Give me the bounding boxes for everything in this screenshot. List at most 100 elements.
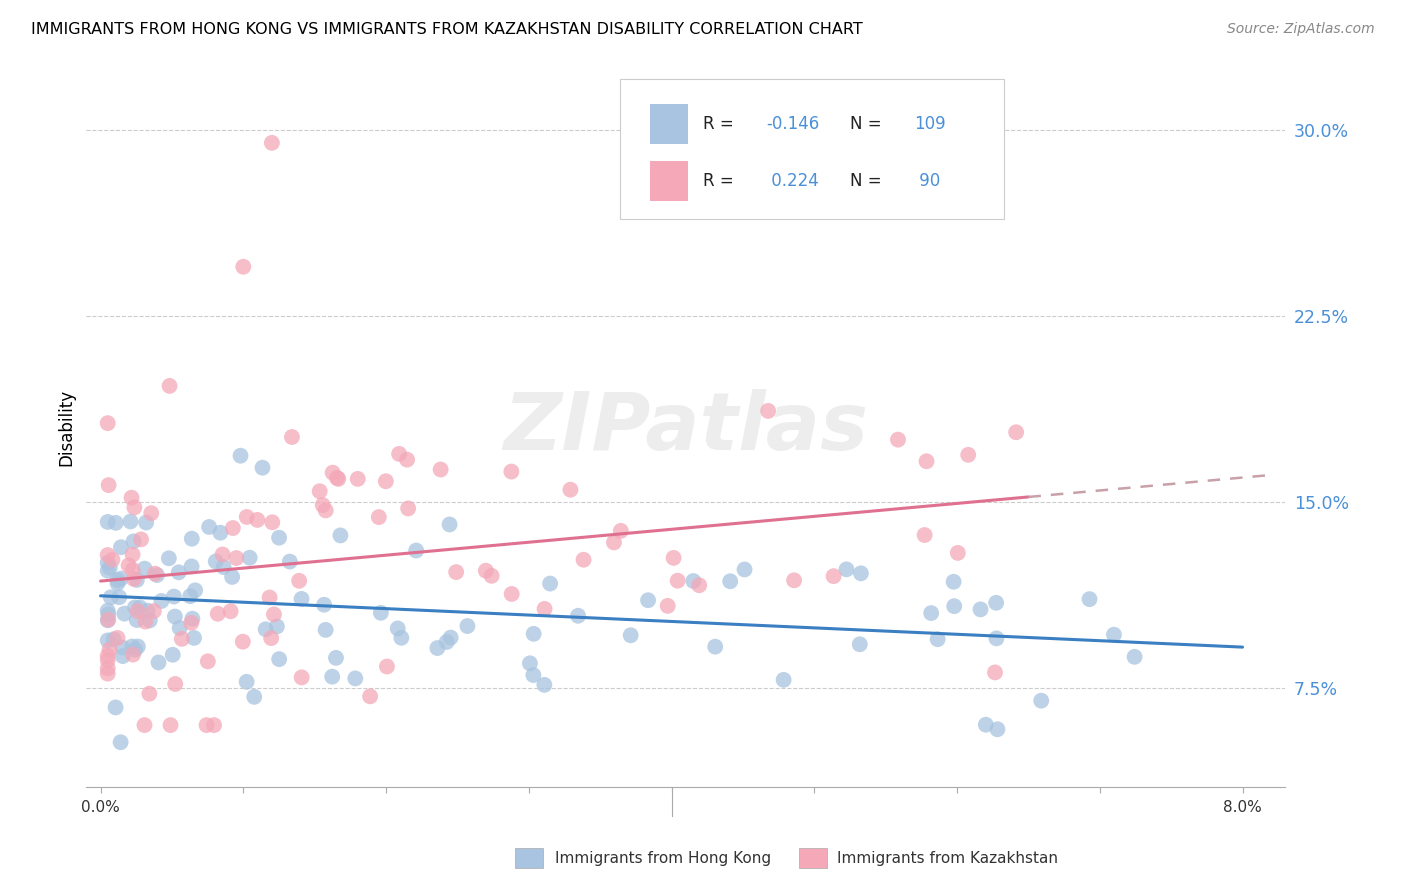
Point bbox=[150, 594, 173, 608]
Point bbox=[107, 631, 129, 645]
Point bbox=[179, 589, 201, 603]
Point bbox=[142, 604, 165, 618]
Point bbox=[97, 478, 120, 492]
Point bbox=[329, 528, 352, 542]
Point bbox=[346, 472, 368, 486]
Point bbox=[823, 569, 845, 583]
Point bbox=[314, 598, 336, 612]
Point bbox=[396, 452, 419, 467]
Point bbox=[657, 599, 679, 613]
Point bbox=[440, 631, 463, 645]
Point bbox=[325, 651, 347, 665]
Y-axis label: Disability: Disability bbox=[58, 389, 75, 467]
Point bbox=[269, 652, 291, 666]
Point bbox=[129, 533, 152, 547]
Point bbox=[396, 501, 419, 516]
Point bbox=[97, 648, 120, 663]
Point bbox=[278, 555, 301, 569]
Point bbox=[308, 484, 330, 499]
Point bbox=[107, 576, 129, 591]
Text: R =: R = bbox=[703, 115, 738, 133]
Point bbox=[124, 600, 146, 615]
Point bbox=[243, 690, 266, 704]
Point bbox=[159, 718, 181, 732]
Point bbox=[239, 550, 262, 565]
Point bbox=[163, 590, 186, 604]
Point bbox=[942, 574, 965, 589]
Point bbox=[163, 609, 186, 624]
Point bbox=[1102, 628, 1125, 642]
Point bbox=[439, 517, 461, 532]
Point bbox=[127, 640, 149, 654]
Point bbox=[135, 516, 157, 530]
Point bbox=[202, 718, 225, 732]
Point bbox=[637, 593, 659, 607]
Point bbox=[984, 665, 1007, 680]
Point bbox=[835, 562, 858, 576]
Point bbox=[481, 569, 503, 583]
Point bbox=[572, 553, 595, 567]
Point bbox=[235, 674, 257, 689]
Point bbox=[914, 528, 936, 542]
Point bbox=[101, 552, 124, 566]
Text: IMMIGRANTS FROM HONG KONG VS IMMIGRANTS FROM KAZAKHSTAN DISABILITY CORRELATION C: IMMIGRANTS FROM HONG KONG VS IMMIGRANTS … bbox=[31, 22, 863, 37]
Point bbox=[523, 627, 546, 641]
Point bbox=[97, 607, 120, 622]
Point bbox=[125, 613, 148, 627]
Point bbox=[222, 521, 245, 535]
Point bbox=[984, 596, 1007, 610]
Point bbox=[259, 591, 281, 605]
Point bbox=[184, 583, 207, 598]
Point bbox=[375, 659, 398, 673]
Point bbox=[533, 602, 555, 616]
Point bbox=[957, 448, 980, 462]
Point bbox=[986, 632, 1008, 646]
Point bbox=[134, 561, 156, 575]
Point bbox=[127, 604, 149, 618]
FancyBboxPatch shape bbox=[650, 161, 688, 201]
Text: Immigrants from Kazakhstan: Immigrants from Kazakhstan bbox=[837, 851, 1057, 865]
Point bbox=[538, 576, 561, 591]
Point bbox=[519, 657, 541, 671]
Point bbox=[146, 568, 169, 582]
Point bbox=[98, 560, 121, 574]
Point bbox=[315, 623, 337, 637]
Point bbox=[688, 578, 710, 592]
Point bbox=[121, 563, 143, 577]
Point bbox=[180, 559, 202, 574]
Point bbox=[169, 621, 191, 635]
Point bbox=[312, 498, 335, 512]
Point bbox=[97, 613, 120, 627]
Point bbox=[183, 631, 205, 645]
Point bbox=[849, 566, 872, 581]
Point bbox=[426, 641, 449, 656]
Point bbox=[288, 574, 311, 588]
Point bbox=[315, 503, 337, 517]
Point bbox=[103, 632, 125, 647]
Point bbox=[321, 670, 343, 684]
Point bbox=[97, 613, 120, 627]
Point bbox=[260, 136, 283, 150]
Point bbox=[1031, 694, 1053, 708]
Point bbox=[263, 607, 285, 622]
Point bbox=[207, 607, 229, 621]
Point bbox=[1005, 425, 1028, 440]
Point bbox=[124, 500, 146, 515]
Point bbox=[98, 642, 121, 657]
Point bbox=[927, 632, 949, 647]
Point bbox=[290, 591, 312, 606]
Point bbox=[107, 573, 129, 587]
Point bbox=[198, 520, 221, 534]
Point bbox=[986, 723, 1008, 737]
Text: N =: N = bbox=[851, 115, 887, 133]
Point bbox=[97, 515, 120, 529]
Point bbox=[97, 653, 120, 667]
FancyBboxPatch shape bbox=[650, 104, 688, 144]
Point bbox=[262, 516, 284, 530]
Point bbox=[229, 449, 252, 463]
Point bbox=[620, 628, 643, 642]
Point bbox=[121, 548, 143, 562]
Point bbox=[97, 556, 120, 570]
Point bbox=[125, 573, 148, 587]
Point bbox=[134, 718, 156, 732]
